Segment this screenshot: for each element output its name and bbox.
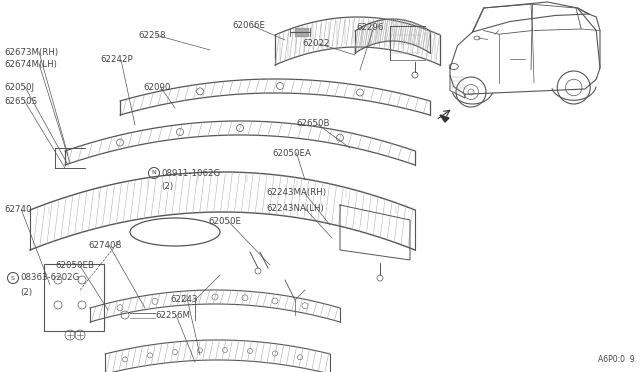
Text: 62050EB: 62050EB <box>55 260 94 269</box>
Ellipse shape <box>130 218 220 246</box>
Text: 62650B: 62650B <box>296 119 330 128</box>
Text: S: S <box>11 276 15 280</box>
Text: 62650S: 62650S <box>4 97 37 106</box>
Text: 62256M: 62256M <box>155 311 190 320</box>
Text: 62243NA(LH): 62243NA(LH) <box>266 203 324 212</box>
Text: (2): (2) <box>20 288 33 296</box>
Text: 62258: 62258 <box>138 31 166 39</box>
Polygon shape <box>340 205 410 260</box>
Text: 62740: 62740 <box>4 205 31 215</box>
Text: 62066E: 62066E <box>232 22 265 31</box>
Text: 62740B: 62740B <box>88 241 122 250</box>
Text: 62242P: 62242P <box>100 55 132 64</box>
Text: 62050J: 62050J <box>4 83 34 92</box>
Polygon shape <box>440 115 449 122</box>
Text: N: N <box>152 170 156 176</box>
Text: A6P0:0  9: A6P0:0 9 <box>598 355 635 364</box>
Text: 62296: 62296 <box>356 23 383 32</box>
Text: 62022: 62022 <box>302 39 330 48</box>
Text: 62673M(RH): 62673M(RH) <box>4 48 58 57</box>
Text: 62674M(LH): 62674M(LH) <box>4 60 57 68</box>
Text: 62090: 62090 <box>143 83 170 92</box>
Text: 62243: 62243 <box>170 295 198 305</box>
Text: 08363-6202G: 08363-6202G <box>20 273 80 282</box>
Text: 08911-1062G: 08911-1062G <box>161 169 221 177</box>
Text: 62050E: 62050E <box>208 218 241 227</box>
Text: 62243MA(RH): 62243MA(RH) <box>266 189 326 198</box>
Text: (2): (2) <box>161 183 173 192</box>
Text: 62050EA: 62050EA <box>272 148 311 157</box>
